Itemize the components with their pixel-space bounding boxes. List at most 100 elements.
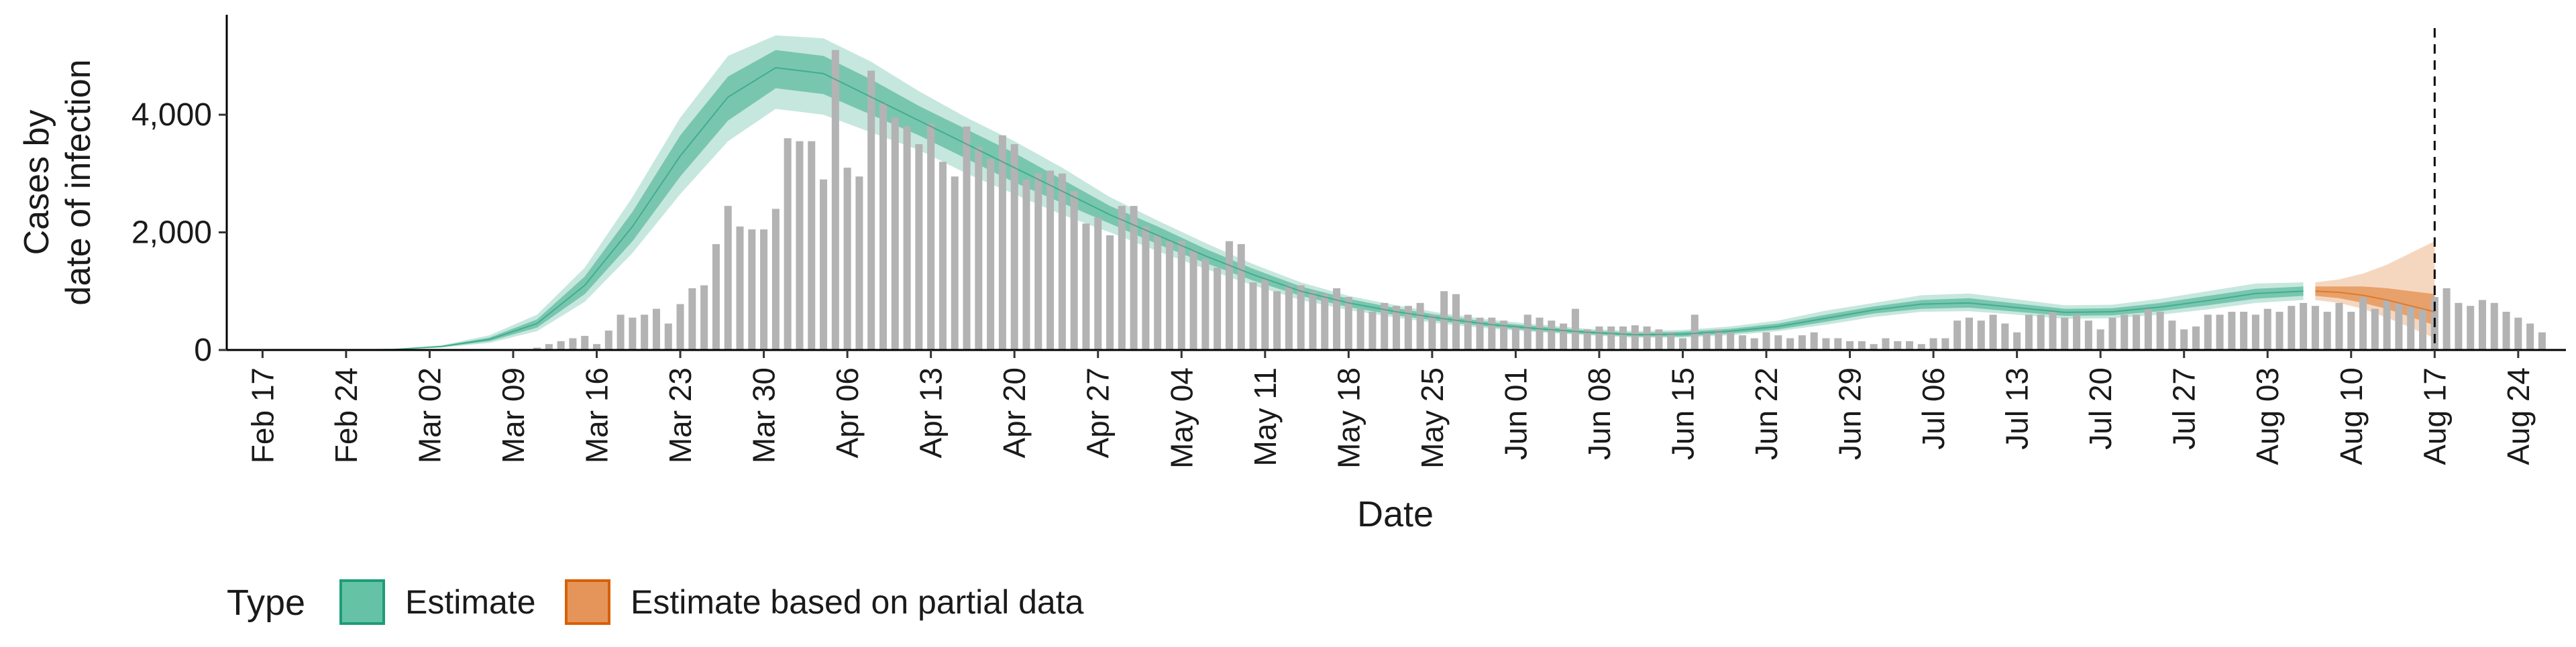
- case-bar: [975, 147, 983, 351]
- x-tick-label: May 25: [1415, 367, 1450, 469]
- case-bar: [1237, 244, 1245, 350]
- case-bar: [808, 141, 816, 350]
- case-bar: [664, 323, 672, 350]
- case-bar: [1381, 302, 1389, 350]
- case-bar: [2216, 314, 2224, 350]
- case-bar: [616, 314, 625, 350]
- case-bar: [2455, 302, 2463, 350]
- y-tick-label: 2,000: [131, 215, 212, 251]
- case-bar: [1703, 332, 1711, 350]
- case-bar: [2288, 306, 2296, 350]
- case-bar: [736, 226, 744, 350]
- case-bar: [2180, 329, 2188, 350]
- case-bar: [831, 50, 839, 350]
- case-bar: [1333, 288, 1341, 350]
- case-bar: [1715, 329, 1723, 350]
- case-bar: [2359, 297, 2367, 350]
- case-bar: [903, 126, 911, 350]
- case-bar: [1070, 191, 1078, 350]
- case-bar: [1523, 314, 1532, 350]
- case-bar: [2144, 308, 2152, 350]
- case-bar: [2251, 314, 2259, 350]
- median-layer: [298, 66, 2435, 351]
- y-tick-label: 0: [194, 333, 212, 368]
- case-bar: [1536, 317, 1544, 350]
- x-tick-label: May 11: [1248, 367, 1283, 466]
- case-bar: [676, 304, 684, 350]
- case-bar: [1870, 344, 1878, 350]
- case-bar: [2418, 308, 2427, 350]
- case-bar: [1643, 326, 1651, 350]
- case-bar: [1368, 311, 1377, 350]
- bars-layer: [533, 50, 2546, 351]
- case-bar: [2156, 311, 2164, 350]
- case-bar: [771, 209, 780, 350]
- case-bar: [1106, 235, 1114, 350]
- x-tick-label: Mar 09: [496, 367, 531, 463]
- case-bar: [557, 341, 565, 350]
- case-bar: [1917, 344, 1925, 350]
- y-axis-label-line-2: date of infection: [59, 59, 98, 305]
- case-bar: [1189, 249, 1197, 350]
- legend: Type Estimate Estimate based on partial …: [227, 579, 1084, 625]
- case-bar: [951, 176, 959, 350]
- case-bar: [1583, 329, 1591, 350]
- case-bar: [2263, 308, 2271, 350]
- legend-key-partial: [565, 579, 610, 625]
- case-bar: [2049, 311, 2057, 350]
- x-tick-label: Apr 06: [830, 367, 865, 459]
- case-bar: [2168, 320, 2176, 350]
- x-tick-label: May 04: [1164, 367, 1199, 469]
- case-bar: [2514, 317, 2522, 350]
- case-bar: [2192, 326, 2200, 350]
- case-bar: [843, 168, 851, 350]
- case-bar: [2037, 314, 2045, 350]
- case-bar: [1165, 241, 1173, 350]
- x-tick-label: Jun 29: [1833, 367, 1868, 460]
- x-tick-label: May 18: [1331, 367, 1366, 469]
- case-bar: [1965, 317, 1973, 350]
- x-tick-label: Jul 06: [1916, 367, 1951, 450]
- case-bar: [1273, 291, 1281, 350]
- case-bar: [2096, 329, 2104, 350]
- case-bar: [1416, 302, 1424, 350]
- x-tick-label: Mar 02: [412, 367, 447, 463]
- case-bar: [1738, 335, 1746, 350]
- x-ticks: Feb 17 Feb 24 Mar 02 Mar 09 Mar 16 Mar 23 Mar …: [245, 350, 2536, 469]
- case-bar: [1142, 226, 1150, 350]
- x-tick-label: Apr 27: [1081, 367, 1116, 459]
- case-bar: [1511, 326, 1519, 350]
- case-bar: [820, 179, 828, 350]
- case-bar: [1882, 338, 1890, 350]
- x-tick-label: Mar 30: [747, 367, 782, 463]
- x-tick-label: Jun 22: [1749, 367, 1784, 460]
- case-bar: [1285, 285, 1293, 350]
- case-bar: [1404, 306, 1412, 350]
- case-bar: [1774, 335, 1782, 350]
- case-bar: [1822, 338, 1830, 350]
- x-tick-label: Apr 13: [914, 367, 949, 459]
- x-tick-label: Jun 15: [1665, 367, 1700, 460]
- case-bar: [2228, 311, 2236, 350]
- case-bar: [2108, 317, 2116, 350]
- case-bar: [2371, 308, 2379, 350]
- case-bar: [1309, 291, 1317, 350]
- case-bar: [604, 331, 612, 350]
- case-bar: [1631, 325, 1639, 350]
- case-bar: [2300, 302, 2308, 350]
- case-bar: [1678, 338, 1686, 350]
- case-bar: [2538, 332, 2546, 350]
- x-tick-label: Jul 13: [2000, 367, 2035, 450]
- x-tick-label: Jun 08: [1582, 367, 1617, 460]
- case-bar: [1261, 279, 1269, 350]
- case-bar: [796, 141, 804, 350]
- case-bar: [1130, 206, 1138, 350]
- x-tick-label: Jul 27: [2167, 367, 2202, 450]
- x-tick-label: Aug 03: [2250, 367, 2285, 465]
- case-bar: [533, 347, 541, 350]
- case-bar: [2013, 332, 2021, 350]
- ci50-band-partial: [2315, 286, 2435, 326]
- case-bar: [1464, 314, 1472, 350]
- case-bar: [545, 344, 553, 350]
- case-bar: [581, 335, 589, 350]
